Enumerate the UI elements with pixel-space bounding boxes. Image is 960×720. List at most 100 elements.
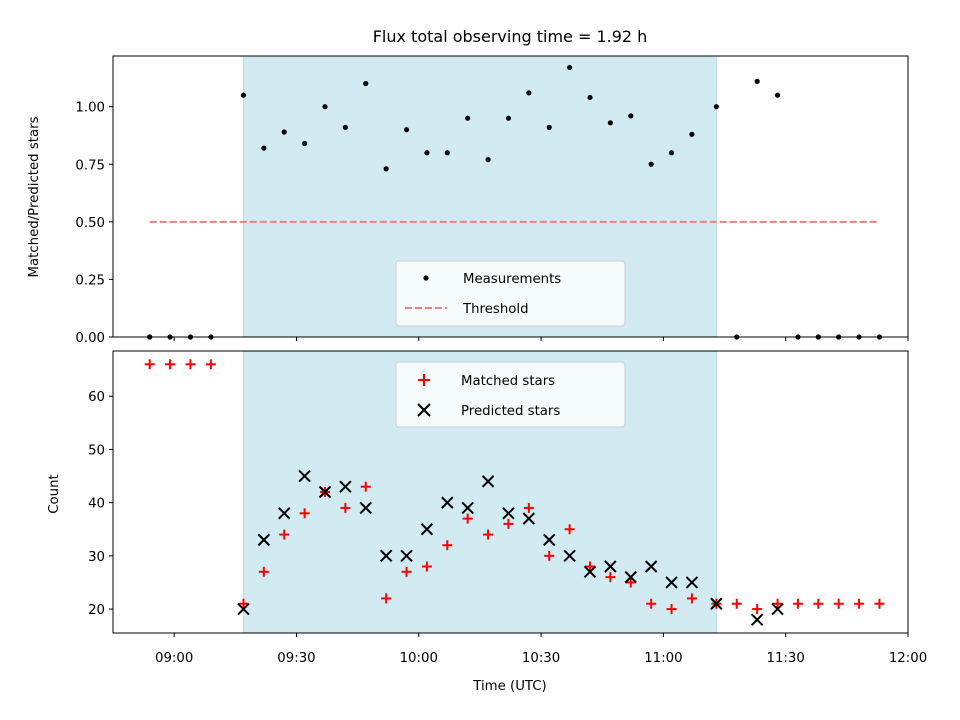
time-x-tick-label: 11:30 [767,651,805,666]
count-panel: 20 30 40 50 60 09:00 09:30 10:00 10:30 11:00 11:30… [47,350,927,694]
ratio-legend: Measurements Threshold [395,260,626,327]
predicted-star-point [278,507,291,520]
matched-star-point [421,561,432,572]
count-legend-box [395,361,626,428]
matched-star-point [462,513,473,524]
matched-star-point [238,598,249,609]
matched-star-point [854,598,865,609]
count-y-tick-label: 60 [88,390,105,405]
matched-star-point [144,359,155,370]
ratio-legend-box [395,260,626,327]
matched-star-point [813,598,824,609]
matched-star-point [874,598,885,609]
matched-star-point [792,598,803,609]
predicted-star-point [502,507,515,520]
ratio-y-tick-label: 0.00 [75,331,105,346]
measurement-point [485,157,491,163]
matched-star-point [340,502,351,513]
measurement-point [465,115,471,121]
ratio-panel-frame [112,55,909,338]
legend-measurements-marker [423,275,429,281]
matched-star-point [666,604,677,615]
matched-star-point [258,566,269,577]
legend-measurements-label: Measurements [463,272,561,287]
measurement-point [689,131,695,137]
measurement-point [261,145,267,151]
count-panel-frame [112,350,909,634]
measurement-point [713,104,719,110]
matched-star-points [144,359,885,615]
measurement-point [322,104,328,110]
matched-star-point [165,359,176,370]
matched-star-point [731,598,742,609]
matched-star-point [185,359,196,370]
matched-star-point [686,593,697,604]
measurement-point [281,129,287,135]
ratio-y-tick-label: 0.50 [75,216,105,231]
matched-star-point [752,604,763,615]
predicted-star-point [604,560,617,573]
predicted-star-point [400,549,413,563]
measurement-point [383,166,389,172]
measurement-point [302,140,308,147]
measurement-point [648,161,654,167]
legend-threshold-label: Threshold [462,302,529,317]
predicted-star-point [298,469,311,483]
legend-matched-marker [418,374,430,386]
predicted-star-point [710,597,723,610]
ratio-y-tick-label: 0.75 [75,158,105,173]
measurement-point [754,78,760,84]
time-x-axis-label: Time (UTC) [472,679,547,694]
predicted-star-point [624,570,637,584]
matched-star-point [564,524,575,535]
time-x-tick-label: 09:30 [277,651,315,666]
predicted-star-point [644,560,658,573]
ratio-y-axis-label: Matched/Predicted stars [27,116,42,277]
predicted-star-point [379,549,393,563]
measurement-point [774,92,781,98]
measurement-point [546,124,552,131]
matched-star-point [360,481,371,492]
matched-star-point [279,529,290,540]
matched-star-point [503,518,514,529]
measurement-point [240,92,247,98]
ratio-panel-ticks: 0.00 0.25 0.50 0.75 1.00 [75,101,909,346]
count-y-tick-label: 20 [88,603,105,618]
matched-star-point [772,598,783,609]
matched-star-point [523,502,534,513]
measurement-point [668,150,675,156]
matched-star-point [299,508,310,519]
matched-star-point [483,529,494,540]
legend-matched-label: Matched stars [461,374,555,389]
ratio-y-tick-label: 1.00 [75,101,105,116]
matched-star-point [381,593,392,604]
measurement-point [424,150,430,156]
predicted-star-point [563,549,576,563]
matched-star-point [625,577,636,588]
matched-star-point [646,598,657,609]
predicted-star-point [339,480,352,493]
matched-star-point [833,598,844,609]
time-x-tick-label: 10:30 [522,651,560,666]
measurement-point [363,81,369,87]
predicted-star-points [237,469,784,626]
measurement-point [444,150,450,156]
count-y-axis-label: Count [47,474,62,514]
predicted-star-point [685,576,699,589]
predicted-star-point [461,501,474,515]
time-x-tick-label: 10:00 [400,651,438,666]
chart-title: Flux total observing time = 1.92 h [373,27,648,46]
count-legend: Matched stars Predicted stars [395,361,626,428]
matched-star-point [205,359,216,370]
measurement-point [607,120,613,126]
predicted-star-point [420,523,434,536]
predicted-star-point [543,533,556,547]
count-panel-ticks: 20 30 40 50 60 09:00 09:30 10:00 10:30 11:00 11:30… [88,390,927,666]
predicted-star-point [359,501,372,515]
time-x-tick-label: 11:00 [644,651,682,666]
predicted-star-point [665,576,678,589]
predicted-star-point [750,613,764,626]
measurement-point [342,124,348,131]
matched-star-point [544,550,555,561]
